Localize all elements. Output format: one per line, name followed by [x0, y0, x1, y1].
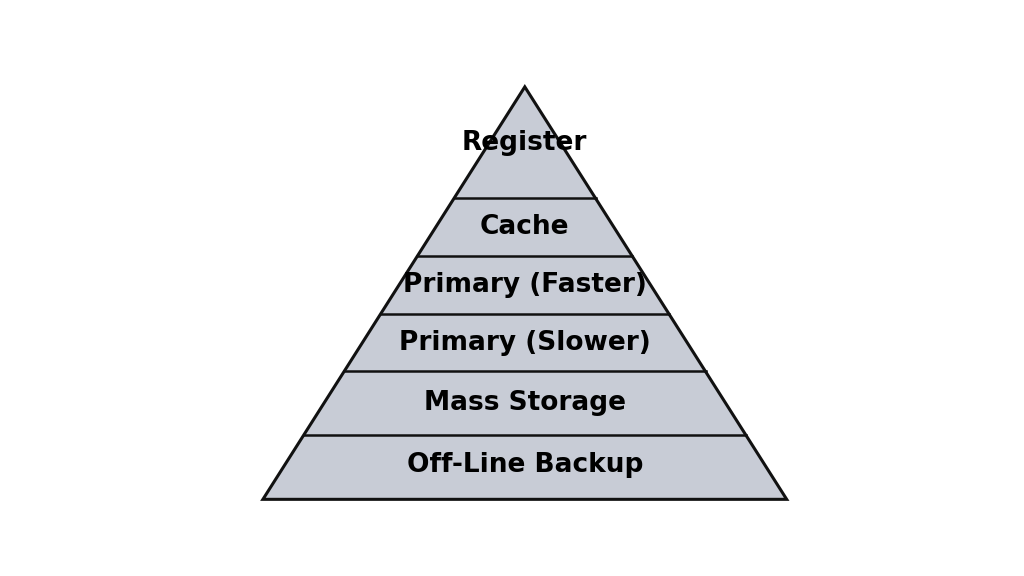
Text: Mass Storage: Mass Storage [424, 391, 626, 416]
Text: Off-Line Backup: Off-Line Backup [407, 452, 643, 478]
Text: Primary (Faster): Primary (Faster) [402, 272, 647, 298]
Text: Cache: Cache [480, 214, 569, 240]
Polygon shape [263, 87, 786, 499]
Text: Register: Register [462, 130, 588, 156]
Text: Primary (Slower): Primary (Slower) [399, 329, 650, 355]
